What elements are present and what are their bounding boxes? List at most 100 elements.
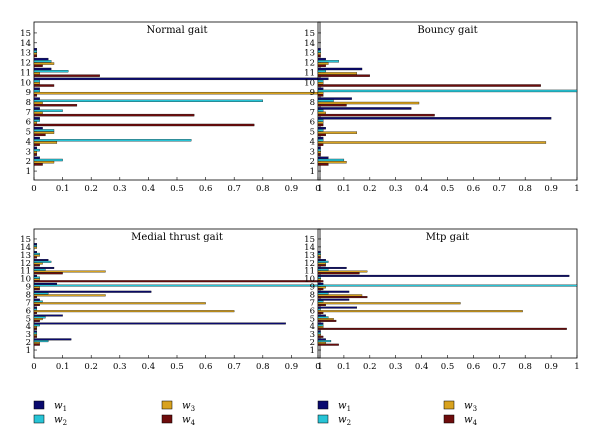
bar-w2-row-11 <box>317 70 326 73</box>
bar-w1-row-5 <box>33 127 43 130</box>
bar-w1-row-5 <box>317 127 326 130</box>
bar-w3-row-5 <box>317 131 357 134</box>
legend-label-subscript: 1 <box>63 405 67 413</box>
bar-w2-row-12 <box>33 60 52 63</box>
y-tick-label: 1 <box>310 167 315 177</box>
y-tick-label: 15 <box>304 29 315 39</box>
x-tick-label: 0.1 <box>337 362 351 372</box>
bar-w3-row-7 <box>317 302 461 305</box>
x-tick-label: 0.9 <box>285 184 299 194</box>
y-tick-label: 10 <box>20 275 31 285</box>
bar-w4-row-12 <box>317 64 326 67</box>
bar-w2-row-13 <box>317 252 321 255</box>
bar-w2-row-8 <box>317 99 334 102</box>
legend-label-subscript: 3 <box>191 405 195 413</box>
bar-w1-row-2 <box>317 338 326 341</box>
bar-w4-row-13 <box>33 54 38 58</box>
x-tick-label: 0.5 <box>170 184 184 194</box>
y-tick-label: 13 <box>304 49 315 59</box>
x-tick-label: 0.6 <box>199 184 213 194</box>
y-tick-label: 1 <box>26 346 31 356</box>
legend-label-base: w <box>338 415 347 426</box>
y-tick-label: 11 <box>20 267 31 277</box>
bar-w4-row-9 <box>33 288 40 291</box>
bar-w1-row-8 <box>33 97 40 100</box>
y-tick-label: 2 <box>26 157 31 167</box>
panel-title: Mtp gait <box>426 232 469 243</box>
x-tick-label: 0.3 <box>113 362 127 372</box>
x-tick-label: 1 <box>317 184 322 194</box>
y-tick-label: 3 <box>310 330 315 340</box>
x-tick-label: 0.2 <box>84 184 98 194</box>
bar-w4-row-5 <box>317 133 326 137</box>
bar-w1-row-7 <box>317 107 412 110</box>
bar-w4-row-3 <box>317 335 324 338</box>
legend-label-w1: w1 <box>54 401 67 414</box>
y-tick-label: 13 <box>20 49 31 59</box>
bar-w2-row-3 <box>33 332 38 335</box>
y-tick-label: 2 <box>310 157 315 167</box>
bar-w3-row-7 <box>317 111 326 115</box>
bar-w3-row-10 <box>317 278 321 281</box>
bar-w4-row-7 <box>33 113 195 117</box>
bar-w1-row-5 <box>33 314 63 317</box>
bar-w3-row-9 <box>33 91 321 95</box>
legend-label-subscript: 4 <box>191 419 196 427</box>
panel-title: Normal gait <box>147 25 208 36</box>
bar-w1-row-2 <box>317 156 329 159</box>
y-tick-label: 1 <box>26 167 31 177</box>
legend-label-subscript: 2 <box>347 419 351 427</box>
x-tick-label: 0.8 <box>518 184 532 194</box>
bar-w4-row-6 <box>317 123 324 127</box>
legend-label-w4: w4 <box>464 415 478 428</box>
bar-w3-row-10 <box>33 278 40 281</box>
bar-w4-row-12 <box>33 64 43 67</box>
bar-w1-row-6 <box>33 117 40 120</box>
bar-w3-row-3 <box>317 151 321 154</box>
bar-w3-row-12 <box>317 262 326 265</box>
bar-w1-row-10 <box>33 274 38 277</box>
bar-w4-row-5 <box>33 133 46 137</box>
x-tick-label: 0.9 <box>544 362 558 372</box>
bar-w1-row-11 <box>33 266 55 269</box>
bar-w1-row-6 <box>317 306 357 309</box>
y-tick-label: 8 <box>310 98 315 108</box>
bar-w2-row-9 <box>33 89 40 93</box>
x-tick-label: 0.8 <box>256 362 270 372</box>
y-tick-label: 3 <box>26 330 31 340</box>
bar-w2-row-4 <box>317 139 324 142</box>
bar-w4-row-9 <box>317 288 324 291</box>
bar-w4-row-2 <box>33 163 43 166</box>
bar-w4-row-6 <box>317 312 324 314</box>
bar-w1-row-4 <box>317 322 324 325</box>
bar-w1-row-8 <box>317 97 352 100</box>
bar-w3-row-6 <box>33 121 38 124</box>
bar-w3-row-4 <box>33 141 58 144</box>
bar-w2-row-3 <box>317 148 321 152</box>
bar-w4-row-4 <box>317 327 567 330</box>
bar-w4-row-11 <box>33 272 63 275</box>
x-tick-label: 0.6 <box>467 362 481 372</box>
legend-label-w1: w1 <box>338 401 351 414</box>
y-tick-label: 5 <box>310 128 315 138</box>
x-tick-label: 0.9 <box>285 362 299 372</box>
bar-w3-row-13 <box>33 52 38 55</box>
bar-w3-row-14 <box>33 246 38 249</box>
x-tick-label: 0.7 <box>227 362 241 372</box>
bar-w4-row-9 <box>33 94 38 97</box>
legend-swatch-w2 <box>317 414 329 424</box>
plot-frame <box>33 228 321 359</box>
bar-w4-row-7 <box>317 304 326 307</box>
legend-label-w3: w3 <box>182 401 195 414</box>
bar-w3-row-11 <box>33 270 106 273</box>
bar-w1-row-7 <box>33 107 40 110</box>
bar-w2-row-11 <box>33 70 69 73</box>
legend-swatch-w4 <box>161 414 173 424</box>
bar-w4-row-6 <box>33 312 38 314</box>
bar-w3-row-6 <box>317 310 523 313</box>
bar-w2-row-8 <box>317 292 329 295</box>
bar-w3-row-3 <box>33 334 38 336</box>
bar-w4-row-3 <box>33 335 38 338</box>
x-tick-label: 0.8 <box>256 184 270 194</box>
bar-w2-row-13 <box>317 50 321 53</box>
